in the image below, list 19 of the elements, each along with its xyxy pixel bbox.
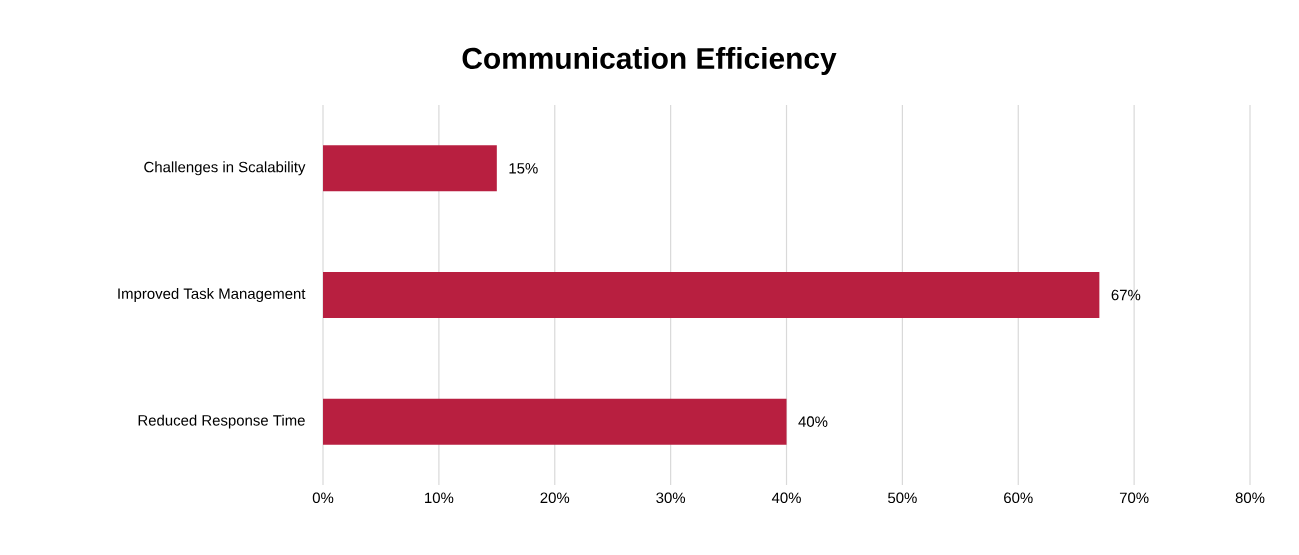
chart-title: Communication Efficiency — [462, 47, 837, 75]
data-label: 40% — [798, 416, 828, 427]
bar — [323, 271, 1100, 318]
x-tick-label: 0% — [312, 492, 334, 504]
bar — [323, 145, 497, 192]
data-label: 67% — [1111, 289, 1141, 301]
y-tick-label: Challenges in Scalability — [144, 161, 306, 176]
x-tick-label: 40% — [771, 492, 801, 504]
x-tick-label: 70% — [1119, 492, 1149, 504]
y-tick-label: Reduced Response Time — [138, 414, 305, 429]
x-tick-label: 10% — [425, 492, 454, 504]
x-tick-label: 60% — [1004, 492, 1033, 504]
x-tick-label: 20% — [540, 492, 570, 504]
x-tick-label: 80% — [1235, 492, 1265, 504]
y-tick-label: Improved Task Management — [118, 288, 306, 302]
x-tick-label: 30% — [656, 492, 686, 504]
data-label: 15% — [509, 163, 538, 174]
x-tick-label: 50% — [888, 492, 917, 504]
bar — [323, 398, 787, 445]
